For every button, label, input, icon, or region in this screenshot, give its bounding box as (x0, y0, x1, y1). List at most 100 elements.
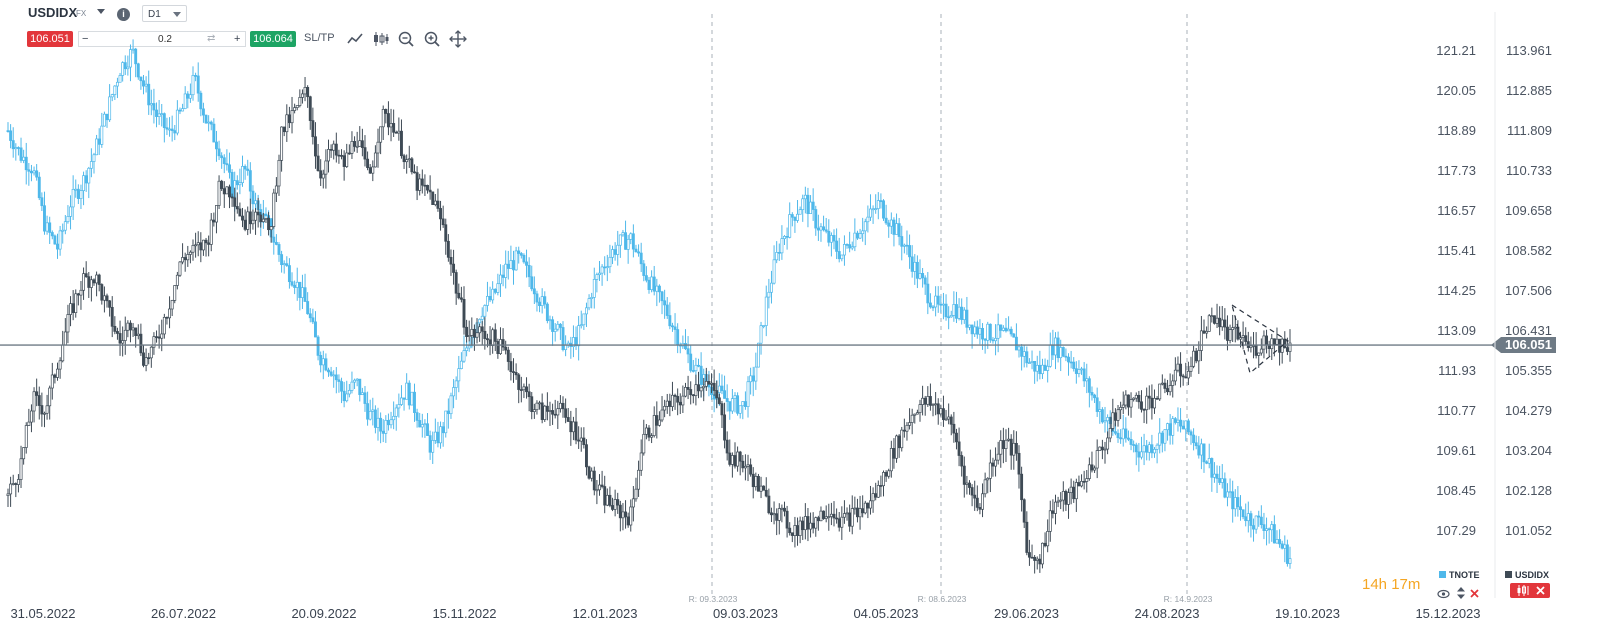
usdidx-candle (381, 109, 385, 128)
tnote-candle (624, 232, 627, 250)
tnote-candle (43, 205, 46, 232)
usdidx-candle (590, 470, 594, 479)
usdidx-candle (905, 424, 909, 432)
tnote-candle (441, 426, 445, 434)
tnote-candle (311, 317, 315, 323)
tnote-candle (519, 253, 523, 256)
triangle-pattern[interactable] (1231, 303, 1290, 375)
usdidx-candle (1186, 370, 1190, 379)
x-tick: 19.10.2023 (1275, 606, 1340, 621)
tnote-candle (457, 368, 461, 382)
usdidx-candle (360, 140, 364, 148)
usdidx-candle (1184, 376, 1188, 379)
volume-increase-button[interactable]: + (234, 33, 241, 45)
tnote-candle (574, 337, 578, 347)
usdidx-candle (939, 408, 943, 415)
tnote-candle (889, 219, 893, 227)
remove-tnote-icon[interactable] (1470, 589, 1479, 598)
usdidx-candle (1166, 388, 1169, 393)
reorder-icon[interactable] (1457, 587, 1465, 599)
tnote-candle (553, 328, 557, 332)
usdidx-candle (908, 422, 912, 426)
legend-tnote[interactable]: TNOTE (1439, 570, 1480, 580)
usdidx-candle (1249, 345, 1253, 348)
tnote-candle (895, 223, 898, 235)
tnote-candle (22, 156, 26, 161)
usdidx-candle (131, 327, 135, 331)
tnote-candle (1069, 361, 1073, 364)
tnote-candle (751, 375, 755, 382)
tnote-candle (316, 336, 320, 356)
tnote-candle (717, 385, 721, 393)
usdidx-candle (663, 405, 667, 411)
tnote-candle (1004, 327, 1008, 332)
candlestick-icon[interactable] (371, 29, 391, 49)
timeframe-select[interactable]: D1 (142, 5, 187, 22)
usdidx-candle (504, 346, 508, 351)
tnote-candle (56, 243, 59, 250)
symbol-name[interactable]: USDIDX (28, 5, 78, 20)
tnote-candle (1179, 419, 1183, 427)
symbol-dropdown-icon[interactable] (97, 9, 105, 14)
tnote-candle (1093, 394, 1097, 399)
eye-icon[interactable] (1437, 589, 1450, 599)
usdidx-candle (35, 391, 39, 396)
usdidx-candle (181, 257, 185, 263)
usdidx-candle (478, 326, 482, 334)
volume-decrease-button[interactable]: − (82, 33, 89, 45)
tnote-candle (647, 279, 651, 290)
tnote-candle (1035, 364, 1039, 372)
tnote-candle (558, 323, 562, 328)
usdidx-candle (1048, 510, 1052, 532)
legend-usdidx[interactable]: USDIDX (1505, 570, 1549, 580)
tnote-candle (738, 405, 742, 414)
sell-button[interactable]: 106.051 (27, 31, 73, 47)
usdidx-candle (712, 382, 716, 391)
tnote-candle (723, 390, 727, 399)
candle-style-icon[interactable] (1516, 585, 1530, 596)
usdidx-candle (48, 387, 52, 407)
info-icon[interactable]: i (117, 8, 130, 21)
usdidx-candle (1262, 335, 1266, 350)
usdidx-candle (689, 389, 693, 396)
move-icon[interactable] (448, 29, 468, 49)
usdidx-candle (1004, 439, 1008, 449)
usdidx-candle (196, 242, 200, 246)
tnote-candle (157, 113, 161, 117)
tnote-candle (934, 295, 938, 308)
tnote-candle (1184, 420, 1188, 430)
usdidx-candle (6, 493, 10, 496)
sltp-button[interactable]: SL/TP (304, 32, 335, 44)
tnote-candle (102, 113, 106, 127)
usdidx-candle (321, 173, 325, 179)
tnote-candle (1163, 429, 1167, 444)
usdidx-candle (1095, 450, 1099, 469)
usdidx-candle (686, 387, 690, 390)
buy-button[interactable]: 106.064 (250, 31, 296, 47)
tnote-candle (50, 232, 54, 237)
usdidx-candle (595, 489, 599, 492)
usdidx-candle (303, 87, 307, 95)
swap-icon[interactable]: ⇄ (207, 33, 216, 44)
tnote-candle (736, 395, 740, 414)
usdidx-candle (530, 396, 534, 412)
usdidx-controls[interactable] (1510, 583, 1550, 598)
remove-usdidx-icon[interactable] (1536, 586, 1545, 595)
usdidx-candle (801, 520, 805, 531)
line-chart-icon[interactable] (345, 29, 365, 49)
tnote-candle (548, 319, 552, 322)
usdidx-candle (332, 143, 336, 151)
volume-input[interactable] (95, 32, 235, 46)
tnote-candle (1275, 539, 1279, 544)
volume-stepper[interactable]: − ⇄ + (78, 31, 246, 47)
zoom-in-icon[interactable] (422, 29, 442, 49)
usdidx-candle (558, 402, 562, 410)
zoom-out-icon[interactable] (396, 29, 416, 49)
y-left-tick: 118.89 (1437, 123, 1476, 138)
tnote-candle (58, 230, 62, 250)
usdidx-candle (1176, 363, 1180, 371)
usdidx-candle (772, 513, 776, 516)
usdidx-candle (376, 141, 380, 154)
usdidx-candle (1119, 407, 1123, 411)
